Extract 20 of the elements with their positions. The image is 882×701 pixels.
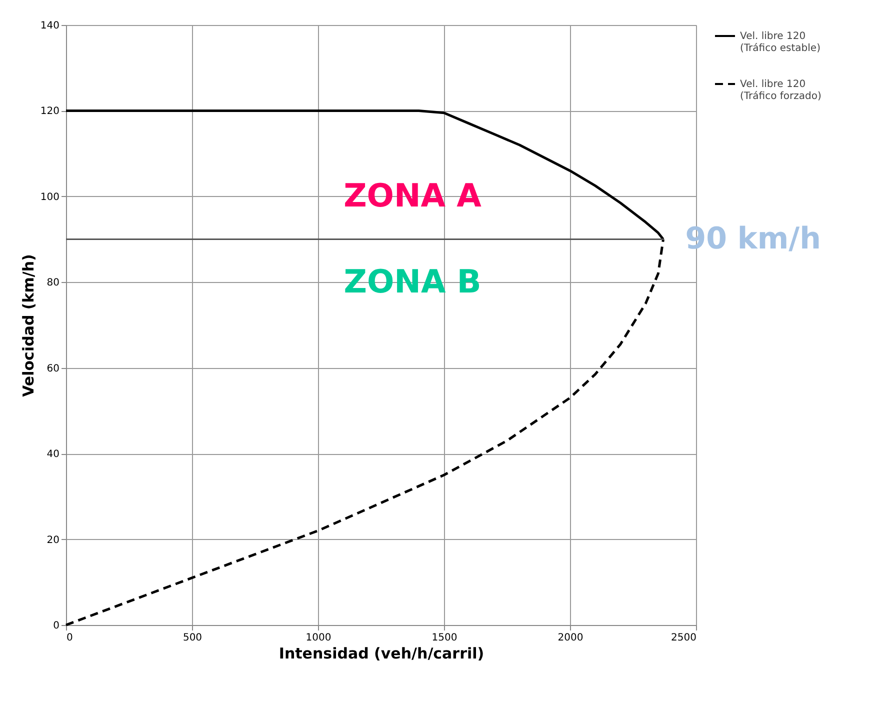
annotation: ZONA A	[344, 176, 482, 215]
y-tick-label: 60	[46, 363, 60, 374]
y-tick-label: 20	[46, 534, 60, 546]
y-tick-label: 40	[46, 449, 60, 460]
y-tick-label: 140	[40, 20, 60, 32]
y-tick-label: 100	[40, 192, 60, 203]
y-tick-label: 120	[40, 106, 60, 118]
y-axis-title: Velocidad (km/h)	[19, 254, 38, 397]
x-tick-label: 0	[66, 632, 73, 644]
legend-label: Vel. libre 120 (Tráfico forzado)	[740, 79, 822, 102]
annotation: ZONA B	[344, 262, 482, 300]
x-tick-label: 2000	[558, 632, 584, 644]
x-tick-label: 1000	[306, 632, 332, 644]
x-axis-title: Intensidad (veh/h/carril)	[278, 644, 484, 662]
x-tick-label: 500	[182, 632, 202, 644]
y-tick-label: 0	[53, 620, 60, 632]
x-tick-label: 2500	[671, 632, 696, 644]
y-tick-label: 80	[46, 278, 60, 289]
legend-label: Vel. libre 120 (Tráfico estable)	[740, 31, 821, 54]
x-tick-label: 1500	[432, 632, 458, 644]
